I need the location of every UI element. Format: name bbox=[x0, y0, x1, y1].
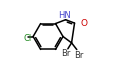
Text: Cl: Cl bbox=[23, 34, 31, 43]
Text: Br: Br bbox=[61, 49, 70, 58]
Text: Br: Br bbox=[74, 51, 83, 60]
Text: HN: HN bbox=[58, 11, 71, 21]
Text: O: O bbox=[81, 19, 87, 28]
